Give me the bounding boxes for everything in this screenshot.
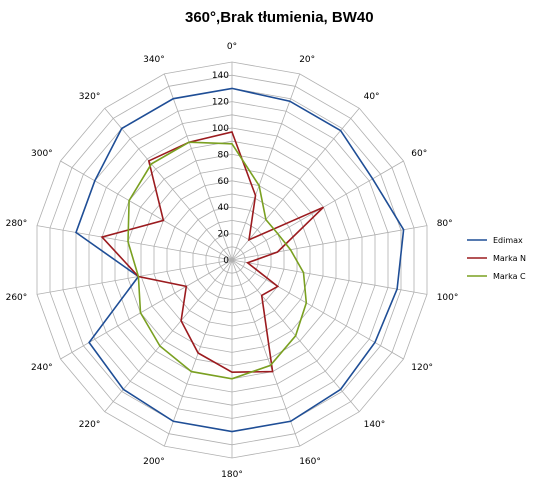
angle-label: 100° xyxy=(437,293,459,303)
r-tick-label: 80 xyxy=(218,150,230,160)
legend-label: Marka C xyxy=(493,272,526,281)
grid-spoke xyxy=(231,108,360,261)
r-tick-label: 60 xyxy=(218,177,230,187)
angle-label: 200° xyxy=(143,457,165,467)
radar-grid xyxy=(36,61,428,459)
legend-label: Edimax xyxy=(493,236,523,245)
angle-label: 20° xyxy=(299,55,315,65)
grid-spoke xyxy=(36,225,233,261)
angle-label: 260° xyxy=(6,293,28,303)
r-tick-label: 20 xyxy=(218,230,230,240)
angle-label: 80° xyxy=(437,219,453,229)
series-line-marka-n xyxy=(100,131,325,374)
r-tick-label: 40 xyxy=(218,203,230,213)
angle-label: 340° xyxy=(143,55,165,65)
grid-spoke xyxy=(231,73,301,261)
series-line-marka-c xyxy=(127,141,308,380)
r-tick-label: 0 xyxy=(223,256,229,266)
angle-label: 60° xyxy=(411,149,427,159)
r-tick-label: 120 xyxy=(212,98,229,108)
legend: Edimax Marka N Marka C xyxy=(467,236,526,281)
angle-label: 280° xyxy=(6,219,28,229)
r-tick-label: 100 xyxy=(212,124,229,134)
grid-spoke xyxy=(163,73,233,261)
angle-label: 0° xyxy=(227,42,237,52)
series-line-edimax xyxy=(75,87,405,433)
grid-spoke xyxy=(231,259,301,447)
grid-spoke xyxy=(231,225,428,261)
angle-label: 240° xyxy=(31,363,53,373)
chart-title-text: 360°,Brak tłumienia, BW40 xyxy=(185,9,374,26)
angle-label: 220° xyxy=(79,420,101,430)
angle-label: 160° xyxy=(299,457,321,467)
grid-spoke xyxy=(104,108,233,261)
angle-label: 120° xyxy=(411,363,433,373)
angle-label: 140° xyxy=(364,420,386,430)
legend-label: Marka N xyxy=(493,254,526,263)
grid-spoke xyxy=(231,259,428,295)
r-tick-label: 140 xyxy=(212,71,229,81)
grid-spoke xyxy=(104,259,233,412)
angle-label: 40° xyxy=(364,92,380,102)
angle-label: 320° xyxy=(79,92,101,102)
angle-labels: 0° 20° 40° 60° 80° 100° 120° 140° 160° 180° 200° 22… xyxy=(6,42,459,480)
angle-label: 300° xyxy=(31,149,53,159)
radial-tick-labels: 0 20 40 60 80 100 120 140 xyxy=(212,71,229,266)
grid-spoke xyxy=(60,160,233,261)
angle-label: 180° xyxy=(221,470,243,480)
series-lines xyxy=(75,87,405,433)
grid-spoke xyxy=(36,259,233,295)
